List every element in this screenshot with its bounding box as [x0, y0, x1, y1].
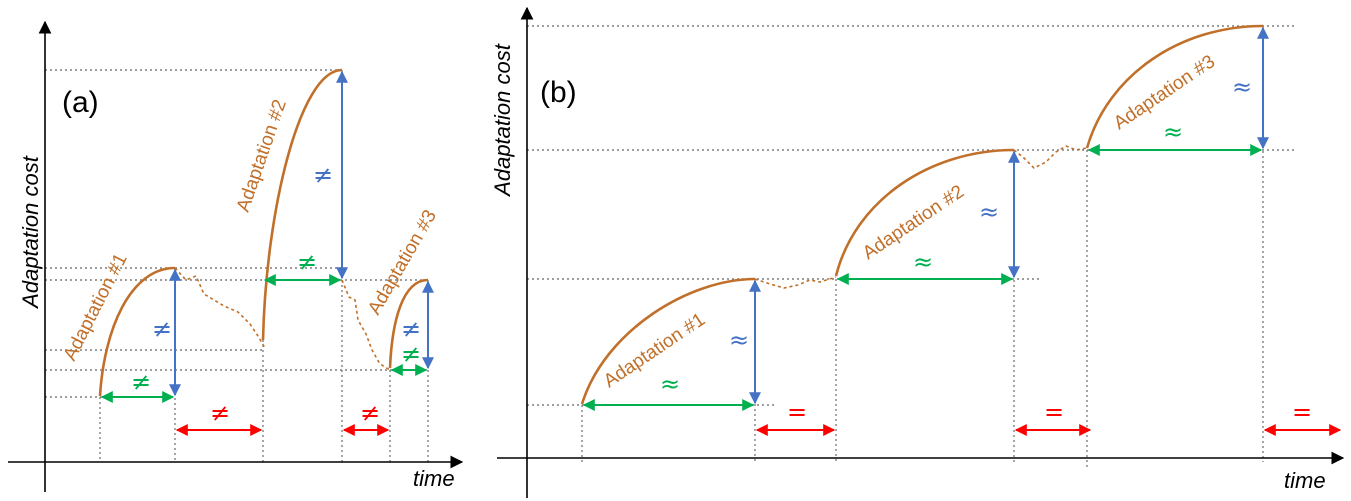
panel-b-duration-symbol-2: ≈ [913, 248, 933, 276]
panel-a-adaptation-2-label: Adaptation #2 [233, 97, 291, 215]
panel-a-y-axis-label: Adaptation cost [18, 155, 43, 310]
panel-a-x-axis-label: time [413, 466, 455, 491]
panel-a-label: (a) [62, 86, 99, 119]
panel-b-cost-symbol-1: ≈ [729, 326, 749, 354]
panel-b-cost-symbol-3: ≈ [1232, 73, 1252, 101]
panel-b-adaptation-2-curve [834, 148, 1015, 277]
panel-b-adaptation-1-label: Adaptation #1 [600, 309, 709, 392]
panel-a-duration-symbol-3: ≠ [401, 340, 421, 368]
panel-a-adaptation-3-curve [388, 278, 429, 369]
panel-b-transition-2 [1013, 145, 1088, 169]
panel-a-cost-symbol-1: ≠ [152, 315, 172, 343]
panel-a-duration-symbol-2: ≠ [297, 248, 317, 276]
panel-a-gap-symbol-2: ≠ [360, 399, 380, 427]
panel-a-cost-symbol-2: ≠ [313, 161, 333, 189]
panel-b-x-axis-label: time [1284, 468, 1326, 493]
panel-b-transition-1 [754, 276, 837, 289]
panel-b: ≈ ≈ ≈ ≈ ≈ ≈ = = = Adaptation #1 Adaptati… [490, 6, 1345, 498]
panel-b-adaptation-1-curve [580, 277, 756, 405]
panel-a-adaptation-2-curve [261, 68, 343, 341]
panel-b-duration-symbol-3: ≈ [1163, 118, 1183, 146]
panel-b-y-axis-label: Adaptation cost [490, 43, 515, 198]
panel-b-gap-symbol-3: = [1292, 398, 1312, 426]
panel-b-label: (b) [540, 76, 577, 109]
panel-b-gap-symbol-1: = [787, 398, 807, 426]
panel-a: ≠ ≠ ≠ ≠ ≠ ≠ ≠ ≠ Adaptation #1 Adaptation… [8, 20, 464, 492]
panel-a-cost-symbol-3: ≠ [401, 315, 421, 343]
panel-b-gap-symbol-2: = [1044, 398, 1064, 426]
panel-b-cost-symbol-2: ≈ [979, 198, 999, 226]
panel-a-gap-symbol-1: ≠ [210, 399, 230, 427]
panel-a-transition-1 [174, 267, 266, 349]
panel-a-adaptation-1-curve [98, 266, 176, 397]
panel-a-transition-2 [341, 279, 391, 371]
panel-b-adaptation-3-curve [1085, 24, 1264, 149]
panel-b-duration-symbol-1: ≈ [660, 370, 680, 398]
panel-a-duration-symbol-1: ≠ [131, 368, 151, 396]
